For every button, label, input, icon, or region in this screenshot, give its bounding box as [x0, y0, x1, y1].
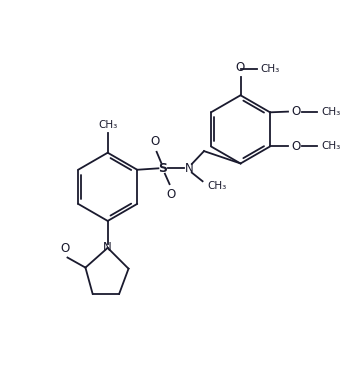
Text: S: S	[159, 162, 168, 175]
Text: CH₃: CH₃	[98, 120, 117, 130]
Text: CH₃: CH₃	[260, 64, 280, 74]
Text: O: O	[166, 188, 176, 201]
Text: CH₃: CH₃	[208, 181, 227, 191]
Text: O: O	[292, 140, 301, 153]
Text: O: O	[292, 105, 301, 118]
Text: N: N	[185, 162, 193, 175]
Text: CH₃: CH₃	[321, 142, 340, 151]
Text: O: O	[60, 242, 69, 255]
Text: CH₃: CH₃	[321, 107, 340, 117]
Text: O: O	[235, 61, 244, 74]
Text: N: N	[103, 241, 112, 255]
Text: O: O	[150, 135, 160, 148]
